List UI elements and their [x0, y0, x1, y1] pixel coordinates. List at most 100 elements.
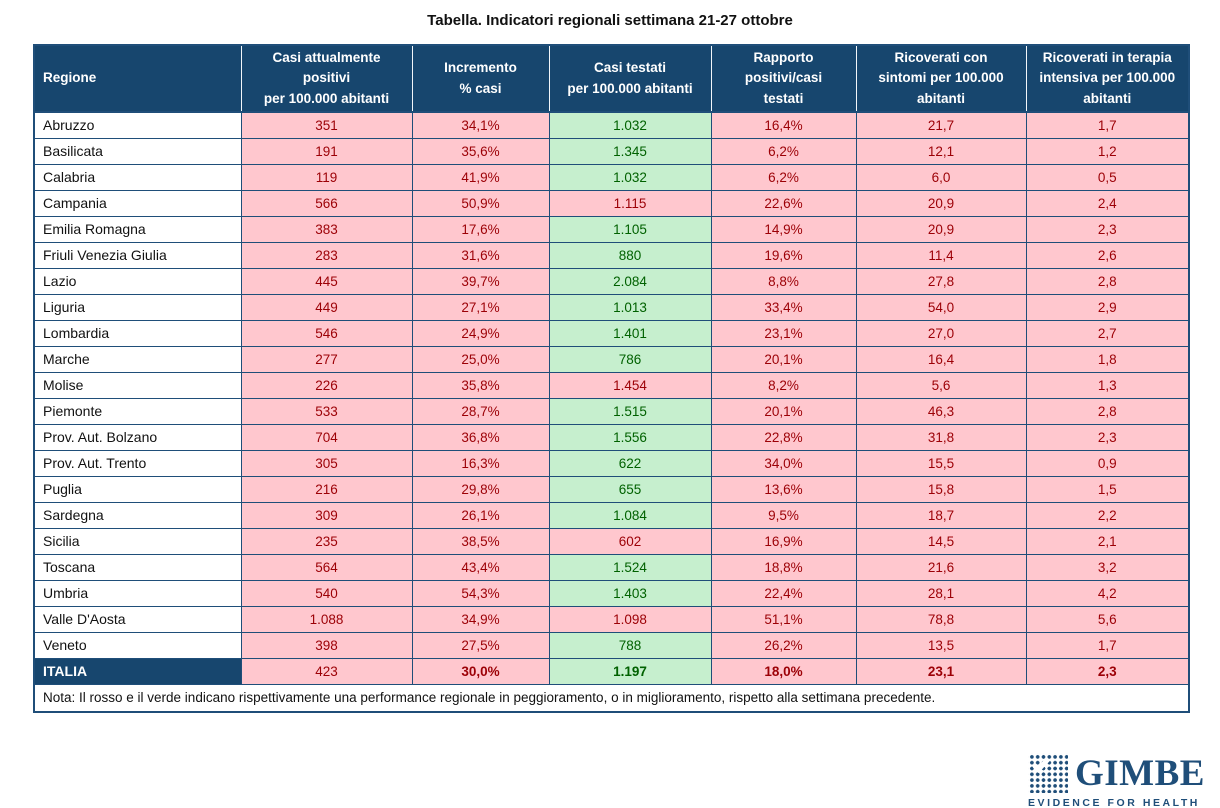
value-cell: 1.345 — [548, 137, 712, 165]
value-cell: 50,9% — [411, 189, 550, 217]
value-cell: 0,5 — [1025, 163, 1190, 191]
value-cell: 8,2% — [710, 371, 857, 399]
value-cell: 30,0% — [411, 657, 550, 685]
value-cell: 2,3 — [1025, 215, 1190, 243]
total-row: ITALIA 423 30,0% 1.197 18,0% 23,1 2,3 — [33, 657, 1190, 685]
indicators-table: Regione Casi attualmente positivi per 10… — [33, 44, 1190, 713]
region-cell: Basilicata — [33, 137, 242, 165]
region-cell: Friuli Venezia Giulia — [33, 241, 242, 269]
value-cell: 21,6 — [855, 553, 1027, 581]
region-cell: Liguria — [33, 293, 242, 321]
value-cell: 1,2 — [1025, 137, 1190, 165]
value-cell: 2,7 — [1025, 319, 1190, 347]
region-cell: Toscana — [33, 553, 242, 581]
value-cell: 1,3 — [1025, 371, 1190, 399]
value-cell: 2.084 — [548, 267, 712, 295]
column-header-regione: Regione — [34, 45, 241, 113]
table-row: Valle D'Aosta 1.088 34,9% 1.098 51,1% 78,8 5,6 — [33, 605, 1190, 633]
region-cell: Prov. Aut. Bolzano — [33, 423, 242, 451]
column-header-ricoverati-sintomi: Ricoverati con sintomi per 100.000 abita… — [855, 45, 1026, 113]
region-cell: Veneto — [33, 631, 242, 659]
note-text: Nota: Il rosso e il verde indicano rispe… — [33, 683, 1190, 713]
value-cell: 31,6% — [411, 241, 550, 269]
value-cell: 2,1 — [1025, 527, 1190, 555]
header-row: Regione Casi attualmente positivi per 10… — [34, 45, 1189, 113]
region-cell: Campania — [33, 189, 242, 217]
value-cell: 226 — [240, 371, 413, 399]
table-row: Piemonte 533 28,7% 1.515 20,1% 46,3 2,8 — [33, 397, 1190, 425]
value-cell: 18,0% — [710, 657, 857, 685]
value-cell: 41,9% — [411, 163, 550, 191]
region-cell: Emilia Romagna — [33, 215, 242, 243]
table-row: Calabria 119 41,9% 1.032 6,2% 6,0 0,5 — [33, 163, 1190, 191]
value-cell: 1.105 — [548, 215, 712, 243]
value-cell: 1,7 — [1025, 111, 1190, 139]
value-cell: 27,5% — [411, 631, 550, 659]
value-cell: 27,1% — [411, 293, 550, 321]
value-cell: 1.098 — [548, 605, 712, 633]
value-cell: 1,8 — [1025, 345, 1190, 373]
value-cell: 20,1% — [710, 397, 857, 425]
value-cell: 1.088 — [240, 605, 413, 633]
value-cell: 1,5 — [1025, 475, 1190, 503]
value-cell: 15,8 — [855, 475, 1027, 503]
value-cell: 13,6% — [710, 475, 857, 503]
column-header-casi-positivi: Casi attualmente positivi per 100.000 ab… — [240, 45, 412, 113]
region-cell: Marche — [33, 345, 242, 373]
table-row: Veneto 398 27,5% 788 26,2% 13,5 1,7 — [33, 631, 1190, 659]
region-cell: Lombardia — [33, 319, 242, 347]
value-cell: 880 — [548, 241, 712, 269]
region-cell: Sicilia — [33, 527, 242, 555]
value-cell: 36,8% — [411, 423, 550, 451]
value-cell: 564 — [240, 553, 413, 581]
table-row: Sicilia 235 38,5% 602 16,9% 14,5 2,1 — [33, 527, 1190, 555]
value-cell: 1.515 — [548, 397, 712, 425]
value-cell: 22,6% — [710, 189, 857, 217]
value-cell: 1.115 — [548, 189, 712, 217]
value-cell: 14,9% — [710, 215, 857, 243]
value-cell: 18,8% — [710, 553, 857, 581]
table-row: Marche 277 25,0% 786 20,1% 16,4 1,8 — [33, 345, 1190, 373]
value-cell: 1.084 — [548, 501, 712, 529]
value-cell: 27,0 — [855, 319, 1027, 347]
value-cell: 16,4 — [855, 345, 1027, 373]
value-cell: 16,3% — [411, 449, 550, 477]
region-cell: Prov. Aut. Trento — [33, 449, 242, 477]
value-cell: 704 — [240, 423, 413, 451]
table-row: Basilicata 191 35,6% 1.345 6,2% 12,1 1,2 — [33, 137, 1190, 165]
value-cell: 31,8 — [855, 423, 1027, 451]
value-cell: 35,6% — [411, 137, 550, 165]
check-icon — [1032, 755, 1051, 773]
value-cell: 622 — [548, 449, 712, 477]
value-cell: 4,2 — [1025, 579, 1190, 607]
value-cell: 16,4% — [710, 111, 857, 139]
value-cell: 788 — [548, 631, 712, 659]
region-cell: Umbria — [33, 579, 242, 607]
value-cell: 12,1 — [855, 137, 1027, 165]
value-cell: 423 — [240, 657, 413, 685]
total-region-cell: ITALIA — [33, 657, 242, 685]
value-cell: 33,4% — [710, 293, 857, 321]
value-cell: 20,9 — [855, 215, 1027, 243]
value-cell: 25,0% — [411, 345, 550, 373]
table-row: Molise 226 35,8% 1.454 8,2% 5,6 1,3 — [33, 371, 1190, 399]
value-cell: 24,9% — [411, 319, 550, 347]
page-title: Tabella. Indicatori regionali settimana … — [427, 12, 793, 29]
value-cell: 1.013 — [548, 293, 712, 321]
value-cell: 351 — [240, 111, 413, 139]
value-cell: 1.556 — [548, 423, 712, 451]
value-cell: 216 — [240, 475, 413, 503]
table-row: Liguria 449 27,1% 1.013 33,4% 54,0 2,9 — [33, 293, 1190, 321]
value-cell: 1.454 — [548, 371, 712, 399]
value-cell: 35,8% — [411, 371, 550, 399]
value-cell: 1.032 — [548, 163, 712, 191]
value-cell: 38,5% — [411, 527, 550, 555]
value-cell: 34,1% — [411, 111, 550, 139]
value-cell: 309 — [240, 501, 413, 529]
value-cell: 2,2 — [1025, 501, 1190, 529]
gimbe-logo: GIMBE EVIDENCE FOR HEALTH — [1028, 753, 1204, 808]
value-cell: 28,7% — [411, 397, 550, 425]
value-cell: 13,5 — [855, 631, 1027, 659]
table-row: Lazio 445 39,7% 2.084 8,8% 27,8 2,8 — [33, 267, 1190, 295]
column-header-terapia-intensiva: Ricoverati in terapia intensiva per 100.… — [1025, 45, 1189, 113]
